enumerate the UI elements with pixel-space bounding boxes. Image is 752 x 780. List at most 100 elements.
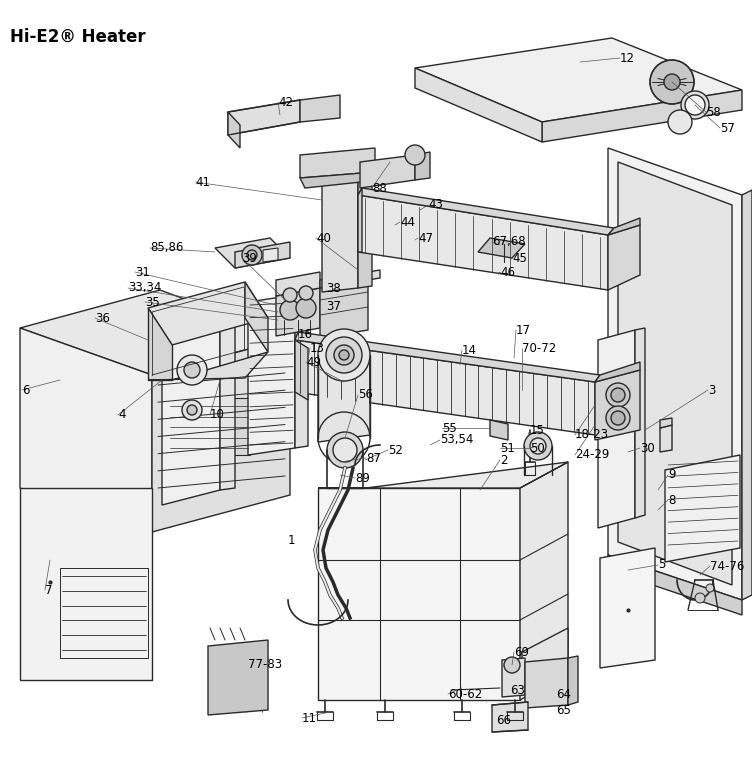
Polygon shape [300,95,340,122]
Circle shape [339,350,349,360]
Text: 36: 36 [95,311,110,324]
Circle shape [326,337,362,373]
Polygon shape [148,308,172,380]
Circle shape [283,288,297,302]
Circle shape [182,400,202,420]
Polygon shape [415,68,542,142]
Text: 12: 12 [620,51,635,65]
Polygon shape [608,148,742,600]
Text: 15: 15 [530,424,545,437]
Text: 11: 11 [302,711,317,725]
Text: 50: 50 [530,441,544,455]
Circle shape [247,250,257,260]
Polygon shape [525,658,568,708]
Text: 42: 42 [278,95,293,108]
Circle shape [242,245,262,265]
Circle shape [333,438,357,462]
Text: 41: 41 [195,176,210,189]
Polygon shape [415,38,742,122]
Circle shape [296,298,316,318]
Polygon shape [320,280,368,338]
Text: 31: 31 [135,265,150,278]
Circle shape [664,74,680,90]
Polygon shape [568,656,578,705]
Polygon shape [660,418,672,428]
Text: 7: 7 [45,583,53,597]
Circle shape [606,406,630,430]
Circle shape [530,438,546,454]
Polygon shape [295,340,308,400]
Text: 8: 8 [668,494,675,506]
Circle shape [184,362,200,378]
Polygon shape [168,398,250,455]
Circle shape [334,345,354,365]
Polygon shape [358,188,614,235]
Polygon shape [215,238,290,268]
Text: 18-23: 18-23 [575,428,609,441]
Polygon shape [295,340,595,435]
Text: 74-76: 74-76 [710,559,744,573]
Polygon shape [320,272,368,288]
Polygon shape [20,328,152,532]
Polygon shape [152,338,290,532]
Text: 45: 45 [512,251,527,264]
Polygon shape [322,170,358,292]
Text: 85,86: 85,86 [150,242,183,254]
Polygon shape [295,332,600,382]
Circle shape [606,383,630,407]
Polygon shape [228,100,300,135]
Text: 70-72: 70-72 [522,342,556,354]
Polygon shape [148,352,268,380]
Circle shape [299,286,313,300]
Text: 53,54: 53,54 [440,434,473,446]
Polygon shape [608,225,640,290]
Polygon shape [148,282,268,345]
Text: 44: 44 [400,215,415,229]
Polygon shape [608,218,640,235]
Text: 1: 1 [287,534,295,547]
Polygon shape [635,328,645,518]
Text: 69: 69 [514,646,529,658]
Polygon shape [248,295,295,455]
Text: 57: 57 [720,122,735,134]
Polygon shape [522,628,568,685]
Polygon shape [235,242,290,268]
Polygon shape [358,188,362,252]
Circle shape [524,432,552,460]
Text: 66: 66 [496,714,511,726]
Text: 14: 14 [462,343,477,356]
Polygon shape [276,272,320,296]
Polygon shape [492,702,528,732]
Polygon shape [276,288,320,336]
Circle shape [280,300,300,320]
Polygon shape [660,425,672,452]
Text: 5: 5 [658,558,666,572]
Text: 87: 87 [366,452,381,465]
Text: 67,68: 67,68 [492,236,526,249]
Polygon shape [360,155,415,188]
Polygon shape [595,362,640,382]
Text: 52: 52 [388,444,403,456]
Polygon shape [20,290,290,375]
Text: 6: 6 [22,384,29,396]
Polygon shape [245,282,268,352]
Polygon shape [665,455,740,562]
Circle shape [187,405,197,415]
Circle shape [695,593,705,603]
Circle shape [327,432,363,468]
Polygon shape [295,293,308,448]
Text: 40: 40 [316,232,331,244]
Circle shape [668,110,692,134]
Circle shape [611,388,625,402]
Text: 39: 39 [242,251,257,264]
Polygon shape [358,195,608,290]
Circle shape [611,411,625,425]
Circle shape [504,657,520,673]
Text: 33,34: 33,34 [128,282,162,295]
Polygon shape [520,462,568,700]
Text: 9: 9 [668,469,675,481]
Polygon shape [502,658,525,697]
Circle shape [650,60,694,104]
Text: 47: 47 [418,232,433,244]
Text: 16: 16 [298,328,313,342]
